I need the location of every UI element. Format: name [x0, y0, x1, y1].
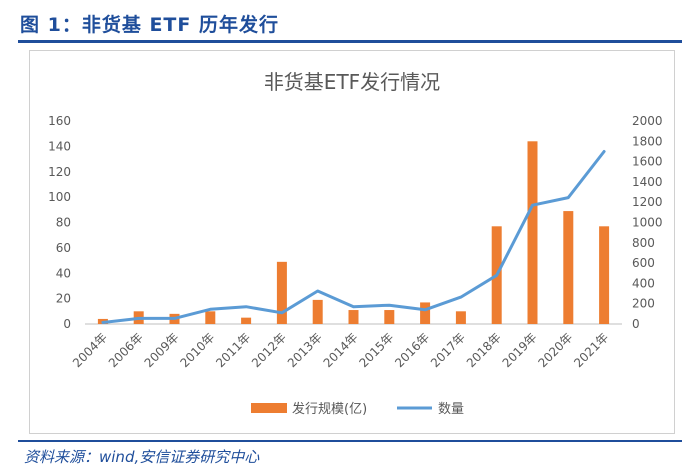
bar-5	[241, 317, 252, 324]
bar-4	[205, 311, 216, 324]
y-left-tick-label: 60	[56, 241, 71, 255]
y-right-tick-label: 1800	[632, 134, 663, 148]
x-tick-label: 2018年	[464, 330, 504, 370]
legend-bar-swatch	[251, 403, 287, 413]
bar-6	[276, 261, 287, 324]
x-tick-label: 2017年	[428, 330, 468, 370]
x-tick-label: 2004年	[70, 330, 110, 370]
bar-13	[527, 141, 538, 324]
bar-15	[599, 226, 610, 324]
y-right-tick-label: 600	[632, 256, 655, 270]
y-right-tick-label: 1600	[632, 155, 663, 169]
line-series	[101, 150, 606, 324]
y-left-tick-label: 0	[63, 317, 71, 331]
x-tick-label: 2019年	[500, 330, 540, 370]
y-left-tick-label: 20	[56, 292, 71, 306]
figure-header: 图 1：非货基 ETF 历年发行	[18, 8, 682, 43]
chart-svg: 非货基ETF发行情况020406080100120140160020040060…	[48, 70, 663, 417]
y-right-tick-label: 1000	[632, 216, 663, 230]
y-right-tick-label: 0	[632, 317, 640, 331]
y-left-tick-label: 40	[56, 266, 71, 280]
x-tick-label: 2010年	[177, 330, 217, 370]
y-right-tick-label: 1200	[632, 195, 663, 209]
x-tick-label: 2014年	[321, 330, 361, 370]
legend-line-label: 数量	[438, 402, 464, 417]
y-left-tick-label: 100	[48, 190, 71, 204]
bar-14	[563, 211, 574, 324]
bar-11	[455, 311, 466, 324]
x-tick-label: 2015年	[356, 330, 396, 370]
x-tick-label: 2013年	[285, 330, 325, 370]
figure-title: 图 1：非货基 ETF 历年发行	[20, 14, 279, 36]
x-tick-label: 2011年	[213, 330, 253, 370]
figure-source: 资料来源：wind,安信证券研究中心	[24, 448, 260, 466]
y-left-tick-label: 80	[56, 216, 71, 230]
bar-9	[384, 310, 395, 324]
legend-bar-label: 发行规模(亿)	[292, 401, 367, 417]
x-tick-label: 2021年	[571, 330, 611, 370]
bar-7	[312, 299, 323, 324]
y-right-tick-label: 400	[632, 276, 655, 290]
y-left-tick-label: 140	[48, 139, 71, 153]
y-right-tick-label: 800	[632, 236, 655, 250]
chart-title: 非货基ETF发行情况	[264, 70, 440, 94]
y-right-tick-label: 2000	[632, 114, 663, 128]
x-tick-label: 2009年	[142, 330, 182, 370]
y-right-tick-label: 1400	[632, 175, 663, 189]
y-left-tick-label: 160	[48, 114, 71, 128]
x-tick-label: 2006年	[106, 330, 146, 370]
chart-container: 非货基ETF发行情况 0 20 40 60 80 100 120 140 160 0 200 400 60…	[29, 50, 675, 434]
bar-8	[348, 310, 359, 324]
bar-10	[420, 302, 431, 324]
x-tick-label: 2012年	[249, 330, 289, 370]
figure-footer: 资料来源：wind,安信证券研究中心	[18, 440, 682, 470]
y-left-tick-label: 120	[48, 165, 71, 179]
y-right-tick-label: 200	[632, 297, 655, 311]
x-tick-label: 2016年	[392, 330, 432, 370]
x-tick-label: 2020年	[535, 330, 575, 370]
